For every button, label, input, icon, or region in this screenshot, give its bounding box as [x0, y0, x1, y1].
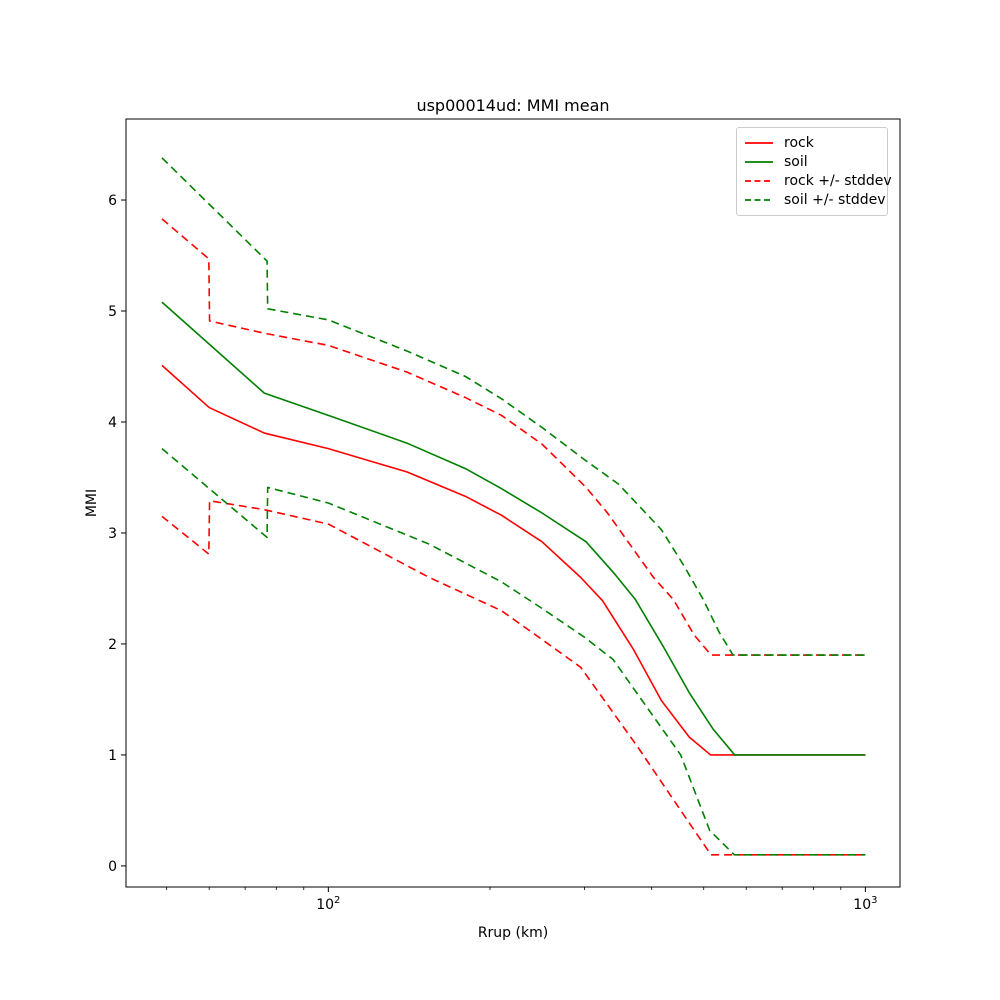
x-tick-labels: 102 103: [316, 895, 877, 913]
series-line-soil-minus-stddev: [161, 448, 866, 856]
y-major-ticks: [121, 199, 126, 867]
x-major-ticks: [327, 887, 866, 892]
series-line-rock-minus-stddev: [161, 499, 866, 856]
y-tick-label: 5: [108, 304, 117, 320]
y-tick-label: 1: [108, 748, 117, 764]
legend-line-sample: [745, 141, 773, 144]
y-tick-label: 4: [108, 415, 117, 431]
legend-item-label: soil +/- stddev: [784, 192, 886, 209]
legend-item-label: rock +/- stddev: [784, 173, 892, 190]
legend-item: soil: [745, 154, 879, 170]
legend: rock soil rock +/- stddev soil +/- stddev: [736, 127, 892, 216]
series-line-soil-plus-stddev: [161, 157, 866, 656]
plot-area: [125, 118, 901, 888]
legend-line-sample: [745, 199, 773, 202]
series-line-rock-plus-stddev: [161, 218, 866, 656]
legend-item-label: soil: [784, 153, 808, 170]
x-tick-label: 102: [316, 895, 340, 913]
legend-item: rock +/- stddev: [745, 173, 892, 189]
series-line-rock-mean: [161, 364, 866, 756]
x-axis-label: Rrup (km): [478, 925, 548, 941]
y-tick-label: 2: [108, 637, 117, 653]
y-tick-labels: 0 1 2 3 4 5 6: [108, 193, 117, 875]
y-axis-label: MMI: [84, 489, 100, 517]
legend-item-label: rock: [784, 134, 814, 151]
legend-item: rock: [745, 135, 879, 151]
y-tick-label: 6: [108, 193, 117, 209]
y-tick-label: 3: [108, 526, 117, 542]
series-group: [161, 157, 866, 856]
chart-title: usp00014ud: MMI mean: [416, 96, 609, 115]
series-line-soil-mean: [161, 301, 866, 756]
legend-line-sample: [745, 160, 773, 163]
x-minor-ticks: [166, 887, 842, 890]
y-tick-label: 0: [108, 859, 117, 875]
x-tick-label: 103: [853, 895, 877, 913]
legend-line-sample: [745, 180, 773, 183]
legend-item: soil +/- stddev: [745, 192, 886, 208]
